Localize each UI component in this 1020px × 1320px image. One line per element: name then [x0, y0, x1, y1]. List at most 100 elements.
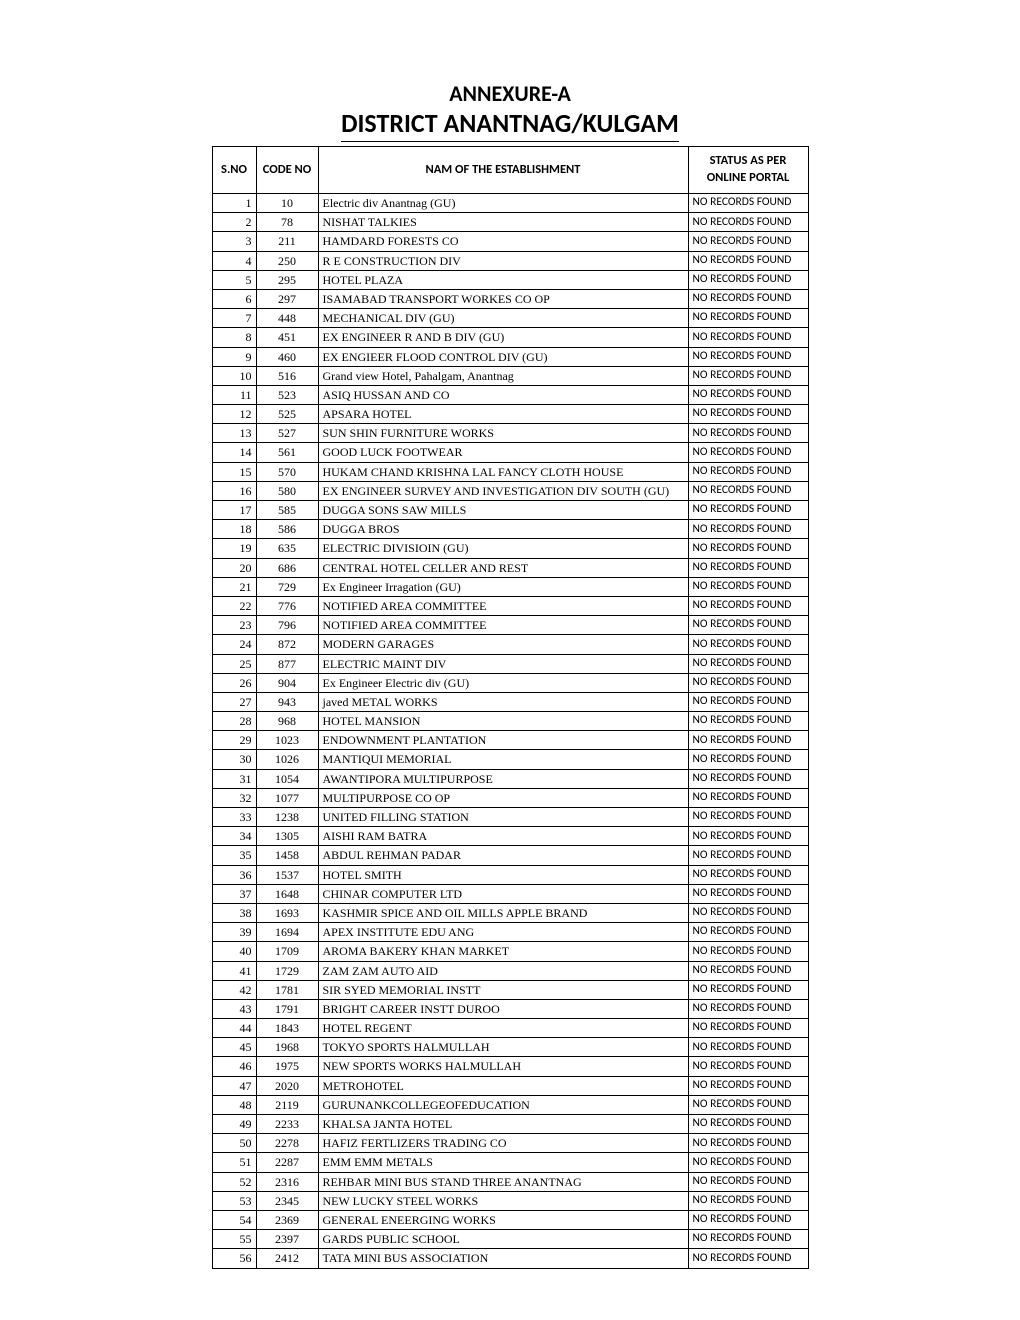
cell-status: NO RECORDS FOUND [688, 520, 808, 539]
cell-name: AISHI RAM BATRA [318, 827, 688, 846]
cell-sno: 23 [212, 616, 256, 635]
cell-sno: 31 [212, 769, 256, 788]
cell-code: 1537 [256, 865, 318, 884]
cell-code: 250 [256, 251, 318, 270]
cell-name: MULTIPURPOSE CO OP [318, 788, 688, 807]
cell-status: NO RECORDS FOUND [688, 1095, 808, 1114]
col-header-code: CODE NO [256, 147, 318, 194]
col-header-name: NAM OF THE ESTABLISHMENT [318, 147, 688, 194]
table-row: 28968HOTEL MANSIONNO RECORDS FOUND [212, 712, 808, 731]
cell-status: NO RECORDS FOUND [688, 846, 808, 865]
cell-sno: 18 [212, 520, 256, 539]
cell-name: NOTIFIED AREA COMMITTEE [318, 596, 688, 615]
cell-name: AROMA BAKERY KHAN MARKET [318, 942, 688, 961]
cell-sno: 12 [212, 405, 256, 424]
cell-name: Grand view Hotel, Pahalgam, Anantnag [318, 366, 688, 385]
cell-status: NO RECORDS FOUND [688, 673, 808, 692]
cell-code: 2412 [256, 1249, 318, 1268]
table-row: 391694APEX INSTITUTE EDU ANGNO RECORDS F… [212, 923, 808, 942]
cell-name: NEW SPORTS WORKS HALMULLAH [318, 1057, 688, 1076]
table-row: 482119GURUNANKCOLLEGEOFEDUCATIONNO RECOR… [212, 1095, 808, 1114]
cell-name: ASIQ HUSSAN AND CO [318, 385, 688, 404]
cell-name: EX ENGINEER R AND B DIV (GU) [318, 328, 688, 347]
cell-status: NO RECORDS FOUND [688, 999, 808, 1018]
cell-sno: 42 [212, 980, 256, 999]
cell-sno: 28 [212, 712, 256, 731]
table-row: 3211HAMDARD FORESTS CONO RECORDS FOUND [212, 232, 808, 251]
cell-status: NO RECORDS FOUND [688, 213, 808, 232]
cell-name: EX ENGINEER SURVEY AND INVESTIGATION DIV… [318, 481, 688, 500]
cell-code: 1781 [256, 980, 318, 999]
cell-code: 1791 [256, 999, 318, 1018]
cell-sno: 24 [212, 635, 256, 654]
cell-status: NO RECORDS FOUND [688, 923, 808, 942]
cell-status: NO RECORDS FOUND [688, 405, 808, 424]
table-row: 110Electric div Anantnag (GU)NO RECORDS … [212, 194, 808, 213]
cell-name: HOTEL MANSION [318, 712, 688, 731]
cell-sno: 34 [212, 827, 256, 846]
cell-code: 1026 [256, 750, 318, 769]
cell-status: NO RECORDS FOUND [688, 1038, 808, 1057]
cell-status: NO RECORDS FOUND [688, 596, 808, 615]
cell-name: MECHANICAL DIV (GU) [318, 309, 688, 328]
table-row: 371648CHINAR COMPUTER LTDNO RECORDS FOUN… [212, 884, 808, 903]
cell-code: 295 [256, 270, 318, 289]
table-row: 10516Grand view Hotel, Pahalgam, Anantna… [212, 366, 808, 385]
table-row: 472020METROHOTELNO RECORDS FOUND [212, 1076, 808, 1095]
cell-status: NO RECORDS FOUND [688, 654, 808, 673]
cell-name: GURUNANKCOLLEGEOFEDUCATION [318, 1095, 688, 1114]
cell-code: 1975 [256, 1057, 318, 1076]
cell-sno: 9 [212, 347, 256, 366]
cell-sno: 15 [212, 462, 256, 481]
table-row: 562412TATA MINI BUS ASSOCIATIONNO RECORD… [212, 1249, 808, 1268]
cell-sno: 26 [212, 673, 256, 692]
cell-status: NO RECORDS FOUND [688, 366, 808, 385]
cell-sno: 20 [212, 558, 256, 577]
cell-code: 1238 [256, 808, 318, 827]
cell-code: 78 [256, 213, 318, 232]
cell-sno: 22 [212, 596, 256, 615]
table-row: 24872MODERN GARAGESNO RECORDS FOUND [212, 635, 808, 654]
cell-name: DUGGA BROS [318, 520, 688, 539]
cell-sno: 38 [212, 903, 256, 922]
annex-title: ANNEXURE-A [120, 80, 900, 107]
cell-status: NO RECORDS FOUND [688, 884, 808, 903]
cell-code: 2369 [256, 1210, 318, 1229]
table-row: 512287EMM EMM METALSNO RECORDS FOUND [212, 1153, 808, 1172]
table-row: 21729Ex Engineer Irragation (GU)NO RECOR… [212, 577, 808, 596]
cell-name: ISAMABAD TRANSPORT WORKES CO OP [318, 289, 688, 308]
cell-sno: 32 [212, 788, 256, 807]
table-row: 5295HOTEL PLAZANO RECORDS FOUND [212, 270, 808, 289]
cell-status: NO RECORDS FOUND [688, 1210, 808, 1229]
cell-sno: 6 [212, 289, 256, 308]
cell-name: EMM EMM METALS [318, 1153, 688, 1172]
cell-name: METROHOTEL [318, 1076, 688, 1095]
cell-status: NO RECORDS FOUND [688, 1153, 808, 1172]
cell-name: TATA MINI BUS ASSOCIATION [318, 1249, 688, 1268]
cell-status: NO RECORDS FOUND [688, 1230, 808, 1249]
cell-status: NO RECORDS FOUND [688, 961, 808, 980]
table-row: 421781SIR SYED MEMORIAL INSTTNO RECORDS … [212, 980, 808, 999]
table-row: 278NISHAT TALKIESNO RECORDS FOUND [212, 213, 808, 232]
table-row: 411729ZAM ZAM AUTO AIDNO RECORDS FOUND [212, 961, 808, 980]
cell-code: 904 [256, 673, 318, 692]
table-row: 341305AISHI RAM BATRANO RECORDS FOUND [212, 827, 808, 846]
table-row: 4250R E CONSTRUCTION DIVNO RECORDS FOUND [212, 251, 808, 270]
table-row: 542369GENERAL ENEERGING WORKSNO RECORDS … [212, 1210, 808, 1229]
cell-sno: 46 [212, 1057, 256, 1076]
cell-code: 525 [256, 405, 318, 424]
cell-name: MANTIQUI MEMORIAL [318, 750, 688, 769]
cell-status: NO RECORDS FOUND [688, 827, 808, 846]
cell-sno: 25 [212, 654, 256, 673]
cell-status: NO RECORDS FOUND [688, 1249, 808, 1268]
cell-name: MODERN GARAGES [318, 635, 688, 654]
table-row: 7448MECHANICAL DIV (GU)NO RECORDS FOUND [212, 309, 808, 328]
cell-status: NO RECORDS FOUND [688, 942, 808, 961]
cell-code: 2397 [256, 1230, 318, 1249]
cell-sno: 13 [212, 424, 256, 443]
cell-name: ZAM ZAM AUTO AID [318, 961, 688, 980]
cell-name: CHINAR COMPUTER LTD [318, 884, 688, 903]
table-row: 20686CENTRAL HOTEL CELLER AND RESTNO REC… [212, 558, 808, 577]
cell-name: R E CONSTRUCTION DIV [318, 251, 688, 270]
cell-sno: 8 [212, 328, 256, 347]
